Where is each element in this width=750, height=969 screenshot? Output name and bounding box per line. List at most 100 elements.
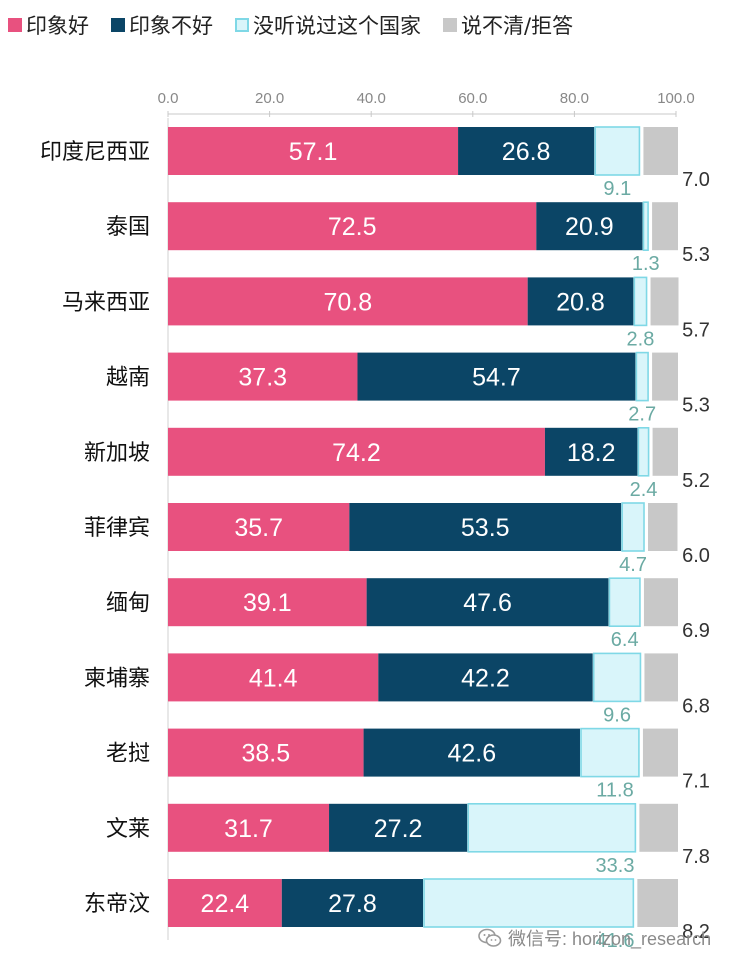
category-label: 老挝 bbox=[106, 742, 150, 767]
bar-unclear bbox=[639, 803, 678, 852]
value-label-bad: 47.6 bbox=[463, 589, 512, 617]
bar-good bbox=[168, 728, 364, 777]
legend-swatch-never-heard bbox=[235, 18, 249, 32]
value-label-unclear: 5.3 bbox=[682, 244, 710, 266]
category-label: 东帝汶 bbox=[84, 892, 150, 917]
value-label-bad: 20.9 bbox=[565, 213, 614, 241]
value-label-bad: 18.2 bbox=[567, 439, 616, 467]
wechat-icon bbox=[478, 928, 502, 947]
category-label: 越南 bbox=[106, 366, 150, 391]
bar-never-heard bbox=[423, 878, 635, 928]
watermark-text: 微信号: horizon_research bbox=[508, 929, 712, 949]
value-label-good: 37.3 bbox=[238, 364, 287, 392]
legend: 印象好 印象不好 没听说过这个国家 说不清/拒答 bbox=[8, 10, 573, 40]
bar-bad bbox=[357, 352, 636, 401]
legend-label-never-heard: 没听说过这个国家 bbox=[253, 14, 421, 38]
value-label-bad: 27.8 bbox=[328, 890, 377, 918]
value-label-never-heard: 6.4 bbox=[611, 629, 639, 651]
value-label-never-heard: 9.1 bbox=[603, 178, 631, 200]
legend-swatch-bad bbox=[111, 18, 125, 32]
value-label-bad: 27.2 bbox=[374, 815, 423, 843]
bar-good bbox=[168, 503, 350, 551]
value-label-good: 22.4 bbox=[201, 890, 250, 918]
bar-unclear bbox=[643, 578, 678, 627]
bar-unclear bbox=[642, 728, 678, 777]
legend-item-bad: 印象不好 bbox=[111, 10, 213, 40]
bar-bad bbox=[366, 578, 609, 627]
value-label-never-heard: 2.8 bbox=[627, 328, 655, 350]
value-label-good: 57.1 bbox=[289, 138, 338, 166]
legend-item-good: 印象好 bbox=[8, 10, 89, 40]
value-label-never-heard: 41.6 bbox=[596, 930, 635, 952]
bar-good bbox=[168, 127, 459, 175]
bar-unclear bbox=[643, 127, 678, 175]
value-label-never-heard: 9.6 bbox=[603, 704, 631, 726]
bar-good bbox=[168, 578, 367, 627]
value-label-bad: 20.8 bbox=[556, 288, 605, 316]
legend-item-unclear: 说不清/拒答 bbox=[443, 10, 573, 40]
value-label-unclear: 5.2 bbox=[682, 470, 710, 492]
bar-bad bbox=[281, 879, 424, 927]
value-label-unclear: 7.1 bbox=[682, 771, 710, 793]
value-label-never-heard: 11.8 bbox=[596, 780, 633, 802]
value-label-good: 72.5 bbox=[328, 213, 377, 241]
bar-unclear bbox=[648, 503, 678, 551]
category-label: 文莱 bbox=[106, 817, 150, 842]
value-label-bad: 54.7 bbox=[472, 364, 521, 392]
legend-swatch-good bbox=[8, 18, 22, 32]
category-label: 柬埔寨 bbox=[84, 666, 150, 691]
value-label-unclear: 7.0 bbox=[682, 169, 710, 191]
value-label-bad: 42.2 bbox=[461, 664, 510, 692]
bar-never-heard bbox=[580, 727, 640, 778]
x-tick-label: 100.0 bbox=[657, 90, 695, 107]
value-label-never-heard: 33.3 bbox=[596, 855, 635, 877]
value-label-never-heard: 1.3 bbox=[632, 253, 660, 275]
value-label-unclear: 6.8 bbox=[682, 695, 710, 717]
category-label: 马来西亚 bbox=[62, 290, 150, 315]
value-label-good: 35.7 bbox=[234, 514, 283, 542]
value-label-never-heard: 2.4 bbox=[630, 479, 658, 501]
bar-never-heard bbox=[594, 126, 641, 176]
value-label-good: 70.8 bbox=[323, 288, 372, 316]
bar-unclear bbox=[652, 427, 678, 476]
value-label-unclear: 6.0 bbox=[682, 545, 710, 567]
category-label: 缅甸 bbox=[106, 591, 150, 616]
bar-bad bbox=[349, 503, 622, 551]
value-label-good: 39.1 bbox=[243, 589, 292, 617]
value-label-unclear: 6.9 bbox=[682, 620, 710, 642]
bar-unclear bbox=[650, 277, 679, 326]
bar-bad bbox=[458, 127, 595, 175]
category-label: 印度尼西亚 bbox=[40, 140, 150, 165]
value-label-bad: 26.8 bbox=[502, 138, 551, 166]
bar-good bbox=[168, 803, 330, 852]
bar-never-heard bbox=[592, 652, 642, 703]
bar-good bbox=[168, 202, 537, 251]
x-tick-label: 80.0 bbox=[560, 90, 589, 107]
bar-unclear bbox=[637, 879, 678, 927]
bar-bad bbox=[378, 653, 593, 702]
bar-unclear bbox=[652, 352, 678, 401]
value-label-unclear: 7.8 bbox=[682, 846, 710, 868]
bar-never-heard bbox=[642, 201, 649, 251]
bar-bad bbox=[527, 277, 634, 326]
bar-bad bbox=[329, 803, 468, 852]
x-tick-label: 60.0 bbox=[458, 90, 487, 107]
bar-never-heard bbox=[637, 426, 650, 477]
category-label: 菲律宾 bbox=[84, 516, 150, 541]
bar-bad bbox=[544, 427, 638, 476]
value-label-unclear: 8.2 bbox=[682, 921, 710, 943]
value-label-good: 31.7 bbox=[224, 815, 273, 843]
value-label-never-heard: 2.7 bbox=[628, 404, 656, 426]
bar-unclear bbox=[652, 202, 678, 251]
legend-label-bad: 印象不好 bbox=[129, 14, 213, 38]
category-label: 泰国 bbox=[106, 215, 150, 240]
bar-good bbox=[168, 427, 545, 476]
legend-item-never-heard: 没听说过这个国家 bbox=[235, 10, 421, 40]
bar-unclear bbox=[644, 653, 678, 702]
x-tick-label: 0.0 bbox=[158, 90, 179, 107]
bar-never-heard bbox=[633, 276, 648, 327]
value-label-never-heard: 4.7 bbox=[619, 554, 647, 576]
legend-swatch-unclear bbox=[443, 18, 457, 32]
value-label-good: 41.4 bbox=[249, 664, 298, 692]
